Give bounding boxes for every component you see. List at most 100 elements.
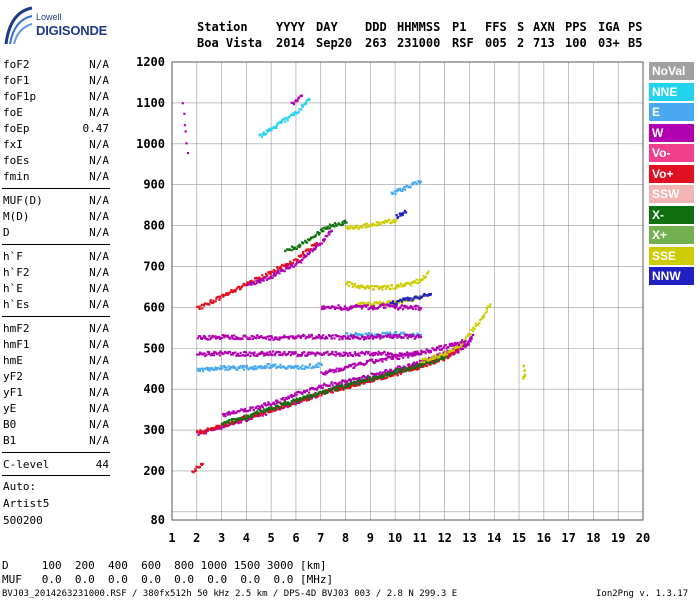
data-point <box>412 361 415 364</box>
param-value: N/A <box>89 282 109 295</box>
data-point <box>228 411 231 415</box>
data-point <box>338 381 341 384</box>
data-point <box>239 421 243 424</box>
data-point <box>429 358 432 361</box>
data-point <box>381 352 384 355</box>
data-point <box>227 335 230 339</box>
data-point <box>205 366 208 370</box>
data-point <box>320 242 323 245</box>
param-name: h`Es <box>3 298 30 311</box>
data-point <box>447 355 450 359</box>
data-point <box>334 354 337 357</box>
data-point <box>449 349 452 352</box>
data-point <box>334 223 337 226</box>
data-point <box>287 405 290 408</box>
data-point <box>376 302 379 305</box>
data-point <box>405 354 408 357</box>
data-point <box>319 384 323 387</box>
data-point <box>385 358 388 361</box>
data-point <box>214 300 217 303</box>
y-tick-label: 500 <box>143 341 165 355</box>
x-tick-label: 5 <box>268 531 275 545</box>
data-point <box>347 384 350 387</box>
data-point <box>311 236 314 239</box>
data-point <box>414 362 417 365</box>
data-point <box>290 249 293 252</box>
data-point <box>374 333 377 336</box>
data-point <box>212 354 216 357</box>
param-row: foF2 N/A <box>3 57 109 72</box>
data-point <box>343 367 346 370</box>
data-point <box>290 366 293 369</box>
data-point <box>261 277 264 281</box>
data-point <box>349 307 352 310</box>
data-point <box>217 424 220 427</box>
data-point <box>348 364 351 367</box>
data-point <box>224 423 227 426</box>
data-point <box>391 371 394 374</box>
data-point <box>395 334 398 337</box>
data-point <box>199 429 202 432</box>
data-point <box>277 269 280 272</box>
data-point <box>306 396 309 399</box>
data-point <box>380 375 383 379</box>
data-point <box>338 307 341 310</box>
data-point <box>246 281 250 284</box>
data-point <box>303 399 306 402</box>
data-point <box>308 334 311 337</box>
data-point <box>272 269 275 272</box>
data-point <box>444 355 447 358</box>
data-point <box>420 296 423 299</box>
data-point <box>275 336 278 339</box>
data-point <box>293 399 296 402</box>
data-point <box>408 335 411 338</box>
data-point <box>234 351 237 354</box>
data-point <box>242 354 245 357</box>
data-point <box>448 351 451 354</box>
data-point <box>324 389 327 392</box>
data-point <box>327 225 330 228</box>
data-point <box>394 193 397 196</box>
header-time-value: 231000 <box>397 36 441 50</box>
data-point <box>306 352 309 355</box>
data-point <box>379 286 382 289</box>
param-row: foF1p N/A <box>3 89 109 104</box>
data-point <box>444 353 447 356</box>
data-point <box>243 414 246 417</box>
data-point <box>255 279 258 282</box>
data-point <box>205 353 208 356</box>
data-point <box>258 335 261 339</box>
data-point <box>388 218 391 222</box>
data-point <box>369 379 372 382</box>
data-point <box>370 224 373 227</box>
data-point <box>305 354 308 357</box>
data-point <box>400 352 403 355</box>
data-point <box>320 363 323 366</box>
x-tick-label: 16 <box>537 531 551 545</box>
data-point <box>265 410 268 413</box>
data-point <box>196 305 199 308</box>
data-point <box>331 369 334 372</box>
data-point <box>277 351 281 354</box>
data-point <box>206 368 210 371</box>
param-row: hmE N/A <box>3 353 109 368</box>
data-point <box>298 108 301 111</box>
data-point <box>366 284 369 287</box>
header-p1-label: P1 <box>452 20 467 34</box>
data-point <box>451 349 454 352</box>
data-point <box>271 276 274 279</box>
data-point <box>349 354 352 357</box>
data-point <box>275 126 278 130</box>
data-point <box>457 346 461 349</box>
divider <box>2 452 110 453</box>
data-point <box>283 403 286 406</box>
data-point <box>297 96 300 99</box>
data-point <box>405 211 408 214</box>
param-name: foF2 <box>3 58 30 71</box>
data-point <box>401 189 404 193</box>
data-point <box>400 331 403 335</box>
data-point <box>354 335 357 338</box>
data-point <box>385 220 389 223</box>
data-point <box>411 368 414 371</box>
data-point <box>301 364 304 367</box>
